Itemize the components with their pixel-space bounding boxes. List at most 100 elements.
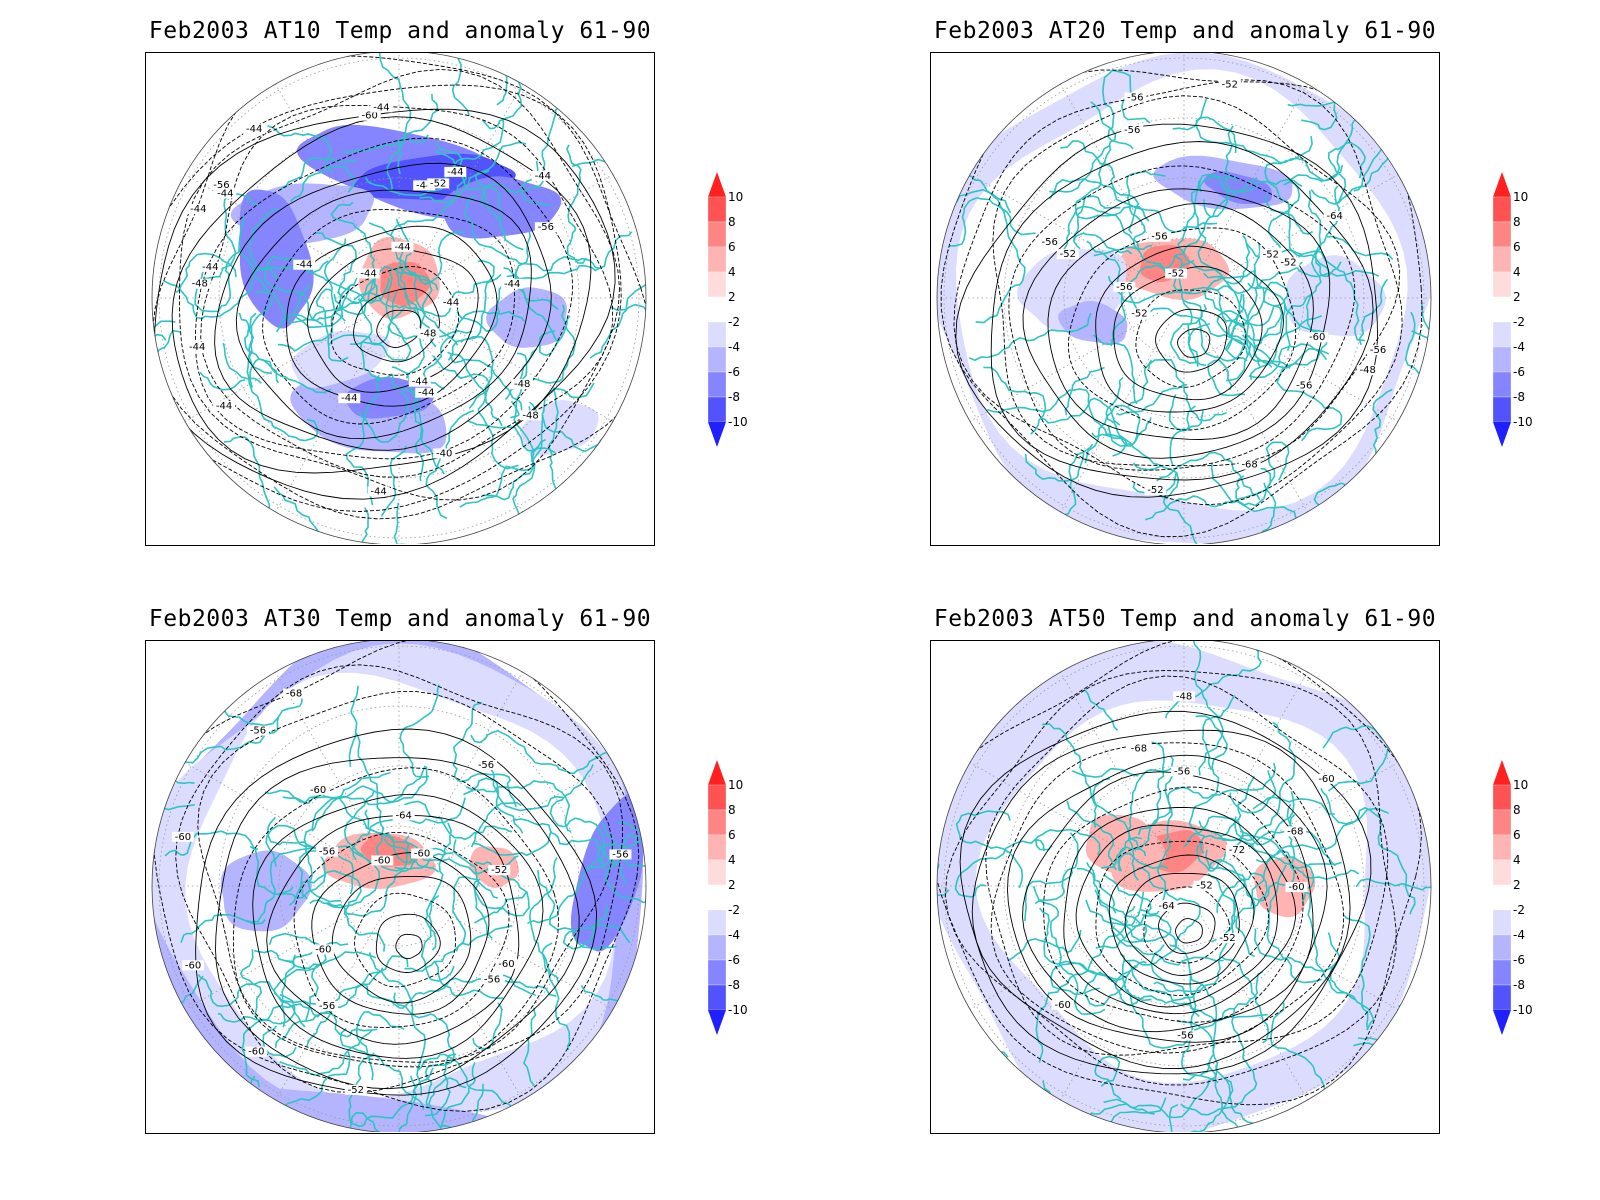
coastline bbox=[1266, 864, 1322, 984]
coastline bbox=[254, 949, 322, 970]
coastline bbox=[1093, 244, 1153, 257]
coastline bbox=[355, 732, 410, 872]
coastline bbox=[1327, 932, 1356, 1001]
coastline bbox=[1229, 770, 1277, 814]
colorbar-tick-label: -2 bbox=[728, 315, 740, 329]
contour-label: -56 bbox=[1042, 237, 1058, 248]
contour-label: -60 bbox=[248, 1047, 264, 1058]
coastline bbox=[1203, 270, 1253, 356]
colorbar-tick-label: -8 bbox=[1513, 978, 1525, 992]
coastline bbox=[1264, 194, 1313, 235]
contour-label-bg bbox=[358, 110, 381, 121]
isotherm-contour bbox=[1022, 771, 1314, 1033]
contour-label-bg bbox=[367, 486, 390, 497]
contour-label-bg bbox=[427, 178, 450, 189]
colorbar-arrow-bottom bbox=[1493, 1010, 1511, 1035]
isotherm-contour bbox=[200, 104, 614, 478]
contour-label: -44 bbox=[535, 171, 551, 182]
contour-label-bg bbox=[1121, 124, 1144, 135]
coastline bbox=[1071, 770, 1098, 828]
coastline bbox=[1195, 98, 1344, 182]
contour-label-bg bbox=[1056, 249, 1079, 260]
latitude-circle bbox=[943, 57, 1425, 539]
coastline bbox=[937, 1035, 1009, 1060]
colorbar-scale bbox=[1493, 760, 1512, 1035]
coastline bbox=[1252, 796, 1335, 815]
contour-label: -40 bbox=[436, 448, 452, 459]
map-boundary bbox=[936, 641, 1432, 1132]
coastline bbox=[345, 375, 380, 506]
coastline bbox=[610, 303, 646, 330]
isotherm-contour bbox=[1008, 165, 1356, 471]
coastline bbox=[955, 810, 1024, 889]
coastline bbox=[562, 904, 631, 950]
colorbar-arrow-top bbox=[1493, 172, 1511, 197]
coastline bbox=[1168, 394, 1204, 431]
meridian-line bbox=[1209, 312, 1399, 422]
coastline bbox=[152, 804, 195, 834]
coastline bbox=[1164, 762, 1277, 842]
meridian-line bbox=[184, 900, 374, 1010]
contour-label-bg bbox=[210, 179, 233, 190]
coastline bbox=[1221, 956, 1270, 1044]
coastline bbox=[1137, 741, 1165, 836]
coastline bbox=[248, 208, 280, 282]
colorbar-tick-label: -10 bbox=[1513, 415, 1533, 429]
anomaly-area bbox=[239, 189, 314, 329]
coastline bbox=[1204, 849, 1247, 943]
contour-label: -44 bbox=[504, 279, 520, 290]
coastline bbox=[217, 1003, 378, 1038]
coastline bbox=[463, 777, 524, 834]
contour-label-bg bbox=[293, 259, 316, 270]
colorbar-arrow-bottom bbox=[708, 422, 726, 447]
coastline bbox=[541, 942, 571, 1051]
coastline bbox=[353, 292, 459, 346]
contour-label: -56 bbox=[1116, 282, 1132, 293]
coastline bbox=[1127, 359, 1153, 407]
coastline bbox=[356, 1011, 405, 1081]
contour-label: -52 bbox=[348, 1085, 364, 1096]
colorbar-segment bbox=[1493, 884, 1512, 911]
coastline bbox=[386, 93, 439, 192]
coastline bbox=[1295, 250, 1365, 342]
contour-label-bg bbox=[1225, 844, 1248, 855]
colorbar-tick-label: -10 bbox=[1513, 1003, 1533, 1017]
isotherm-contour bbox=[195, 728, 598, 1096]
colorbar-segment bbox=[708, 321, 727, 348]
coastline bbox=[425, 1053, 457, 1117]
contour-label-bg bbox=[245, 1046, 268, 1057]
contour-label: -60 bbox=[310, 785, 326, 796]
colorbar-tick-label: 10 bbox=[1513, 190, 1529, 204]
contour-label: -56 bbox=[1124, 125, 1140, 136]
contour-label: -52 bbox=[1196, 881, 1212, 892]
colorbar-segment bbox=[708, 834, 727, 861]
coastline bbox=[249, 845, 294, 896]
isotherm-contour bbox=[1158, 902, 1216, 954]
coastline bbox=[1147, 358, 1227, 422]
coastline bbox=[1083, 971, 1128, 1007]
coastline bbox=[1358, 278, 1389, 346]
colorbar-tick-label: 8 bbox=[1513, 803, 1521, 817]
coastline bbox=[238, 312, 332, 394]
contour-label-bg bbox=[519, 410, 542, 421]
coastline bbox=[357, 298, 393, 381]
isotherm-contour bbox=[1175, 918, 1203, 944]
coastline bbox=[571, 158, 646, 212]
colorbar-tick-label: 6 bbox=[728, 240, 736, 254]
contour-label: -44 bbox=[443, 298, 459, 309]
contour-label: -44 bbox=[412, 377, 428, 388]
contour-label: -60 bbox=[1309, 332, 1325, 343]
panel-title: Feb2003 AT30 Temp and anomaly 61-90 bbox=[148, 606, 652, 632]
colorbar-arrow-top bbox=[708, 760, 726, 785]
contour-label-bg bbox=[1174, 1030, 1197, 1041]
colorbar-segment bbox=[708, 959, 727, 986]
contour-label: -48 bbox=[1176, 691, 1192, 702]
coastline bbox=[383, 837, 440, 873]
contour-label: -56 bbox=[319, 1001, 335, 1012]
coastline bbox=[425, 409, 474, 520]
coastline bbox=[1255, 807, 1389, 863]
coastline bbox=[566, 144, 587, 264]
map-panel: Feb2003 AT10 Temp and anomaly 61-90 -44 -4… bbox=[0, 0, 760, 560]
meridian-line bbox=[1209, 900, 1399, 1010]
coastline bbox=[348, 1052, 434, 1128]
